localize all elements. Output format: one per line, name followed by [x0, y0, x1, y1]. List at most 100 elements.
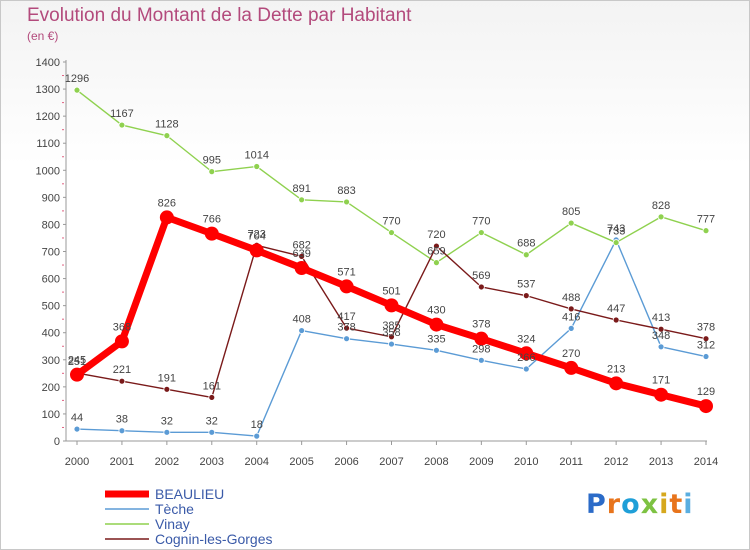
data-label-cognin-les-gorges: 385 [382, 320, 400, 332]
data-point-t-che [477, 356, 485, 364]
data-point-vinay [567, 219, 575, 227]
x-tick-label: 2002 [155, 456, 179, 468]
data-label-beaulieu: 171 [652, 375, 670, 387]
data-point-t-che [343, 335, 350, 343]
y-tick-label: 1400 [36, 57, 60, 69]
data-label-vinay: 1014 [244, 149, 268, 161]
data-point-vinay [477, 229, 485, 236]
data-label-beaulieu: 270 [562, 348, 580, 360]
legend-label: Tèche [155, 501, 194, 517]
data-point-cognin-les-gorges [343, 324, 350, 332]
data-point-cognin-les-gorges [298, 252, 306, 260]
data-label-t-che: 32 [161, 415, 173, 427]
data-label-t-che: 335 [427, 333, 445, 345]
data-point-vinay [343, 198, 350, 206]
data-point-vinay [163, 132, 171, 140]
data-point-cognin-les-gorges [657, 325, 665, 333]
legend-label: Vinay [155, 516, 190, 532]
data-point-cognin-les-gorges [208, 394, 216, 401]
y-tick-label: 900 [42, 192, 60, 204]
data-label-t-che: 408 [292, 314, 310, 326]
data-label-beaulieu: 704 [248, 230, 266, 242]
data-label-t-che: 348 [652, 330, 670, 342]
data-point-t-che [388, 340, 395, 348]
y-tick-label: 100 [42, 409, 60, 421]
data-point-beaulieu [249, 243, 264, 258]
x-tick-label: 2014 [694, 456, 718, 468]
data-label-vinay: 805 [562, 206, 580, 218]
data-point-beaulieu [654, 387, 669, 402]
x-tick-label: 2005 [289, 456, 313, 468]
data-point-t-che [73, 425, 81, 433]
data-point-vinay [433, 259, 440, 266]
data-point-beaulieu [339, 279, 354, 294]
data-point-vinay [388, 229, 395, 236]
data-point-beaulieu [609, 376, 624, 391]
data-label-t-che: 378 [337, 322, 355, 334]
data-label-vinay: 1128 [155, 119, 179, 131]
x-tick-label: 2009 [469, 456, 493, 468]
proxiti-logo: Proxiti [586, 489, 694, 520]
data-label-beaulieu: 571 [337, 266, 355, 278]
data-label-cognin-les-gorges: 537 [517, 279, 535, 291]
legend-label: Cognin-les-Gorges [155, 531, 273, 547]
x-tick-label: 2001 [110, 456, 134, 468]
y-tick-label: 300 [42, 355, 60, 367]
y-tick-label: 1000 [36, 165, 60, 177]
y-tick-label: 200 [42, 382, 60, 394]
data-point-t-che [163, 428, 171, 436]
data-point-cognin-les-gorges [433, 242, 440, 250]
data-label-cognin-les-gorges: 723 [248, 228, 266, 240]
data-label-vinay: 777 [697, 214, 715, 226]
x-tick-label: 2003 [200, 456, 224, 468]
data-label-cognin-les-gorges: 720 [427, 229, 445, 241]
data-point-t-che [567, 324, 575, 332]
data-point-beaulieu [70, 367, 84, 382]
data-label-t-che: 416 [562, 311, 580, 323]
data-point-cognin-les-gorges [118, 377, 126, 385]
data-point-cognin-les-gorges [388, 333, 395, 341]
data-label-cognin-les-gorges: 569 [472, 270, 490, 282]
data-point-vinay [73, 86, 81, 94]
x-tick-label: 2013 [649, 456, 673, 468]
data-label-t-che: 298 [472, 343, 490, 355]
data-label-vinay: 770 [382, 216, 400, 228]
data-label-beaulieu: 378 [472, 319, 490, 331]
y-tick-label: 700 [42, 247, 60, 259]
data-point-t-che [298, 327, 306, 334]
data-label-beaulieu: 245 [68, 355, 86, 367]
data-point-cognin-les-gorges [567, 305, 575, 313]
data-point-vinay [298, 196, 306, 204]
data-label-beaulieu: 766 [203, 214, 221, 226]
data-point-vinay [657, 213, 665, 221]
data-label-vinay: 1167 [110, 108, 134, 120]
data-label-cognin-les-gorges: 251 [68, 356, 86, 368]
data-label-beaulieu: 639 [292, 248, 310, 260]
y-tick-label: 800 [42, 219, 60, 231]
data-label-t-che: 38 [116, 414, 128, 426]
data-label-beaulieu: 826 [158, 197, 176, 209]
x-tick-label: 2007 [379, 456, 403, 468]
data-label-t-che: 358 [382, 327, 400, 339]
data-point-cognin-les-gorges [522, 292, 530, 300]
data-point-beaulieu [429, 317, 444, 332]
data-label-t-che: 32 [206, 415, 218, 427]
data-label-cognin-les-gorges: 221 [113, 364, 131, 376]
data-label-beaulieu: 430 [427, 305, 445, 317]
x-tick-label: 2000 [65, 456, 89, 468]
data-label-cognin-les-gorges: 488 [562, 292, 580, 304]
y-tick-label: 1300 [36, 84, 60, 96]
data-point-beaulieu [114, 334, 129, 349]
data-label-beaulieu: 213 [607, 363, 625, 375]
data-label-cognin-les-gorges: 161 [203, 380, 221, 392]
data-label-t-che: 44 [71, 412, 83, 424]
y-tick-label: 400 [42, 328, 60, 340]
legend-label: BEAULIEU [155, 486, 224, 502]
y-tick-label: 1200 [36, 111, 60, 123]
data-point-t-che [657, 343, 665, 351]
data-label-vinay: 733 [607, 226, 625, 238]
data-point-t-che [118, 427, 126, 435]
data-point-beaulieu [204, 226, 219, 241]
data-point-cognin-les-gorges [702, 335, 710, 343]
